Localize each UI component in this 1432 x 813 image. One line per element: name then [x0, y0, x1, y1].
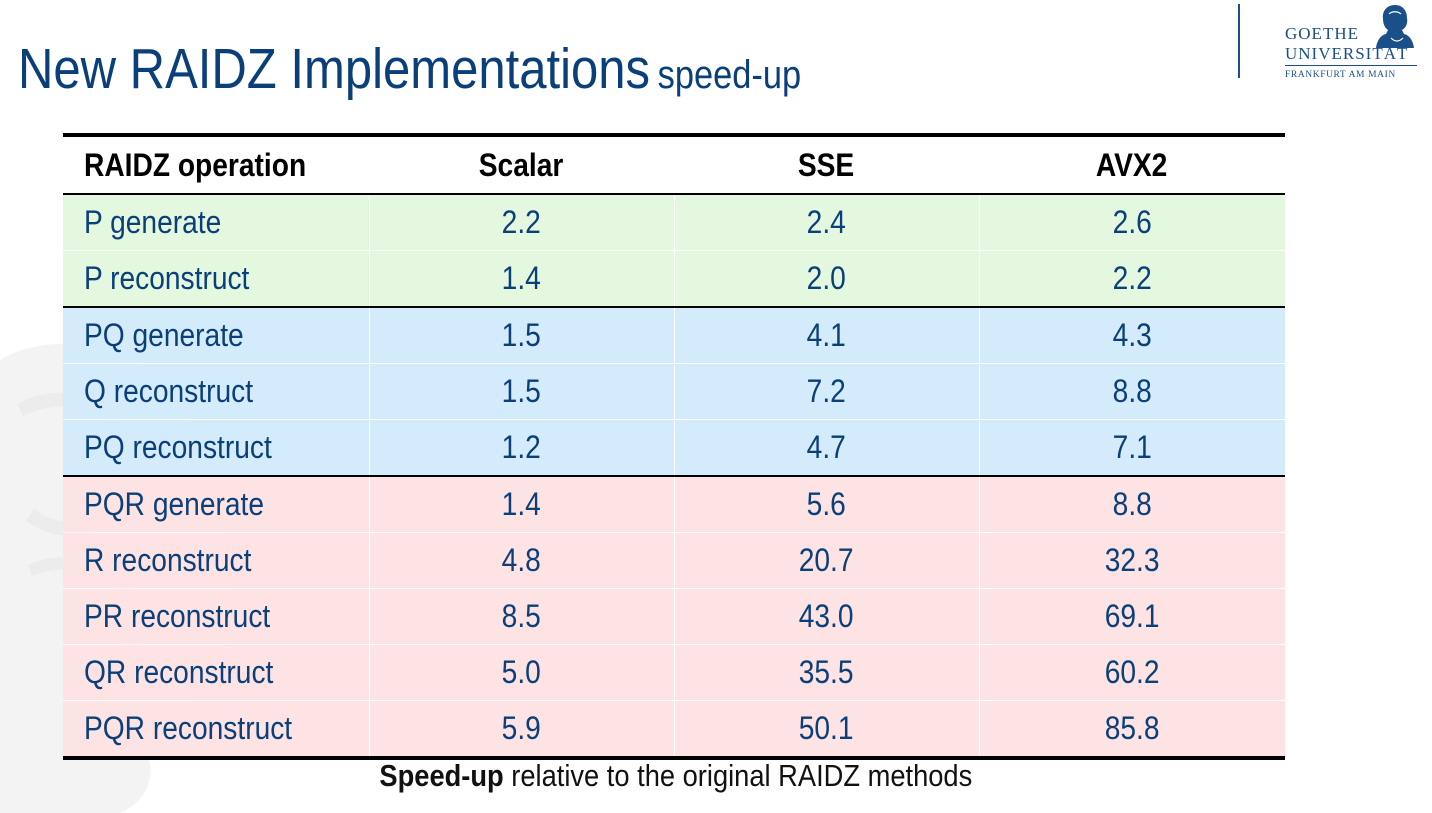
slide-title-main: New RAIDZ Implementations [18, 37, 651, 101]
table-row: QR reconstruct 5.0 35.5 60.2 [63, 644, 1285, 701]
logo-text-universitaet: UNIVERSITÄT [1285, 44, 1409, 63]
sse-cell: 7.2 [673, 363, 979, 420]
sse-cell: 4.1 [673, 306, 979, 364]
scalar-cell: 5.9 [368, 700, 674, 756]
column-header-avx2: AVX2 [1096, 146, 1168, 183]
operation-cell: P generate [63, 193, 369, 251]
table-row: P reconstruct 1.4 2.0 2.2 [63, 250, 1285, 307]
avx2-cell: 7.1 [978, 419, 1285, 476]
avx2-cell: 32.3 [978, 532, 1285, 589]
sse-cell: 2.0 [673, 250, 979, 307]
operation-cell: Q reconstruct [63, 363, 369, 420]
sse-cell: 20.7 [673, 532, 979, 589]
column-header-operation: RAIDZ operation [84, 146, 307, 183]
operation-cell: PQ reconstruct [63, 419, 369, 476]
goethe-bust-icon [1376, 5, 1414, 48]
caption-text: relative to the original RAIDZ methods [503, 758, 973, 793]
scalar-cell: 4.8 [368, 532, 674, 589]
scalar-cell: 1.4 [368, 250, 674, 307]
university-logo: GOETHE UNIVERSITÄT FRANKFURT AM MAIN [1281, 2, 1421, 82]
scalar-cell: 8.5 [368, 588, 674, 645]
slide-title-subtitle: speed-up [657, 53, 802, 97]
sse-cell: 50.1 [673, 700, 979, 756]
sse-cell: 43.0 [673, 588, 979, 645]
operation-cell: PQR generate [63, 475, 369, 533]
logo-text-goethe: GOETHE [1285, 24, 1359, 43]
table-row: PQR generate 1.4 5.6 8.8 [63, 475, 1285, 533]
speedup-table: RAIDZ operation Scalar SSE AVX2 P genera… [63, 137, 1285, 756]
operation-cell: R reconstruct [63, 532, 369, 589]
operation-cell: PQ generate [63, 306, 369, 364]
avx2-cell: 4.3 [978, 306, 1285, 364]
column-header-scalar: Scalar [479, 146, 564, 183]
sse-cell: 5.6 [673, 475, 979, 533]
table-caption: Speed-up relative to the original RAIDZ … [0, 758, 1352, 794]
avx2-cell: 8.8 [978, 363, 1285, 420]
table-row: PR reconstruct 8.5 43.0 69.1 [63, 588, 1285, 645]
table-row: PQ generate 1.5 4.1 4.3 [63, 306, 1285, 364]
table-row: Q reconstruct 1.5 7.2 8.8 [63, 363, 1285, 420]
avx2-cell: 8.8 [978, 475, 1285, 533]
scalar-cell: 2.2 [368, 193, 674, 251]
caption-bold: Speed-up [379, 758, 504, 793]
scalar-cell: 1.2 [368, 419, 674, 476]
slide-title: New RAIDZ Implementations speed-up [18, 36, 801, 102]
scalar-cell: 1.5 [368, 306, 674, 364]
sse-cell: 2.4 [673, 193, 979, 251]
scalar-cell: 1.4 [368, 475, 674, 533]
operation-cell: QR reconstruct [63, 644, 369, 701]
logo-underline [1285, 65, 1417, 66]
speedup-table-container: RAIDZ operation Scalar SSE AVX2 P genera… [63, 133, 1285, 760]
avx2-cell: 2.6 [978, 193, 1285, 251]
table-row: P generate 2.2 2.4 2.6 [63, 193, 1285, 251]
table-row: PQ reconstruct 1.2 4.7 7.1 [63, 419, 1285, 476]
operation-cell: PR reconstruct [63, 588, 369, 645]
table-row: PQR reconstruct 5.9 50.1 85.8 [63, 700, 1285, 756]
avx2-cell: 60.2 [978, 644, 1285, 701]
avx2-cell: 2.2 [978, 250, 1285, 307]
table-header-row: RAIDZ operation Scalar SSE AVX2 [63, 137, 1285, 194]
table-row: R reconstruct 4.8 20.7 32.3 [63, 532, 1285, 589]
avx2-cell: 69.1 [978, 588, 1285, 645]
column-header-sse: SSE [798, 146, 855, 183]
logo-text-frankfurt: FRANKFURT AM MAIN [1285, 70, 1396, 80]
avx2-cell: 85.8 [978, 700, 1285, 756]
operation-cell: P reconstruct [63, 250, 369, 307]
sse-cell: 35.5 [673, 644, 979, 701]
scalar-cell: 5.0 [368, 644, 674, 701]
scalar-cell: 1.5 [368, 363, 674, 420]
operation-cell: PQR reconstruct [63, 700, 369, 756]
sse-cell: 4.7 [673, 419, 979, 476]
logo-divider [1238, 4, 1240, 78]
